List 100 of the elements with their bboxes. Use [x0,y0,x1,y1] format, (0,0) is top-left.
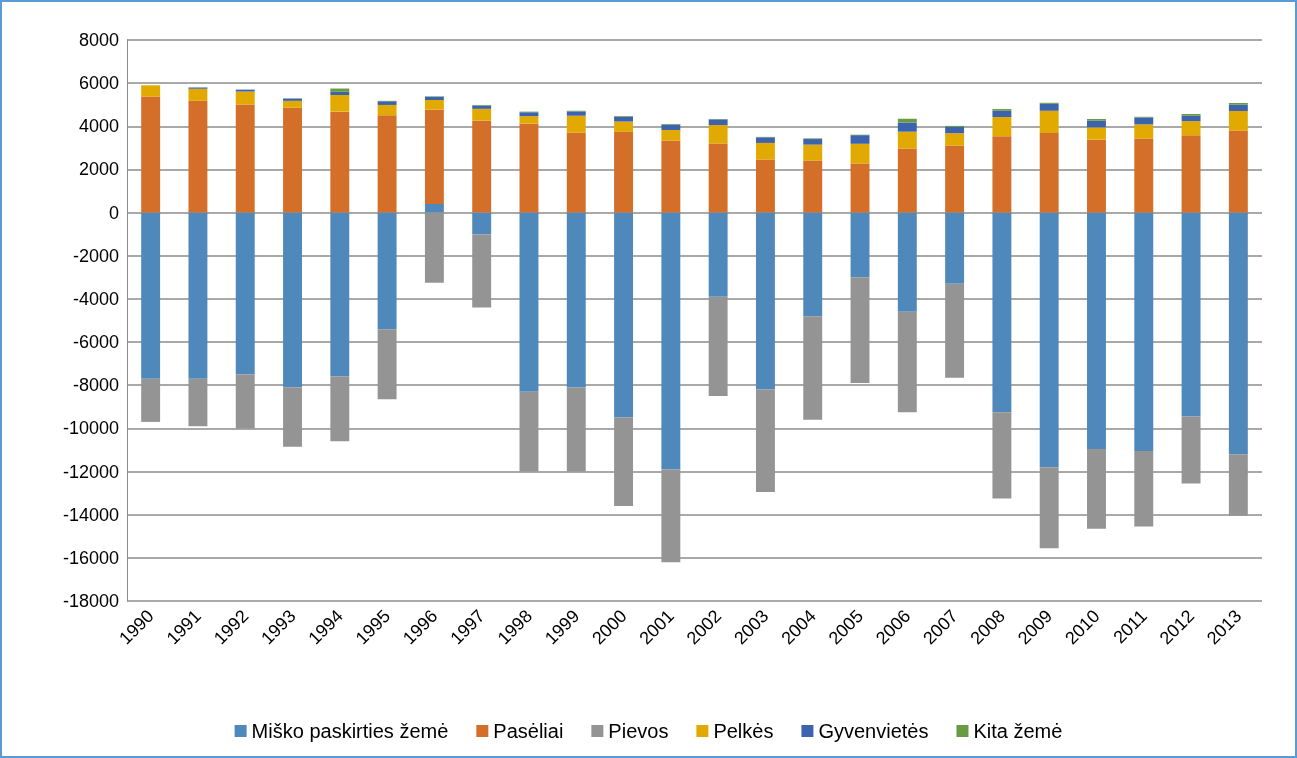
legend-label: Pievos [608,720,669,742]
bar [755,212,775,390]
bar [614,121,634,132]
bar [188,212,208,379]
bar [472,108,492,121]
y-tick-label: -18000 [62,591,119,611]
bar [519,116,539,124]
bar [1039,212,1059,468]
bar [661,129,681,141]
bar [897,148,917,213]
bar [188,88,208,101]
bar [755,137,775,143]
bar [1181,135,1201,213]
bar [235,212,255,375]
bar [283,107,302,213]
bar [424,109,444,204]
bar [330,91,350,96]
y-tick-label: 2000 [78,159,119,180]
bar [188,100,208,213]
y-tick-label: -8000 [72,375,119,396]
bar [472,212,492,235]
bar [330,212,350,377]
bar [945,126,965,134]
legend-label: Miško paskirties žemė [251,720,449,742]
bar [519,112,539,117]
bar [708,212,728,297]
bar [850,135,870,144]
bar [992,117,1012,137]
y-tick-label: 8000 [78,30,119,50]
bar [1087,120,1106,128]
bar [614,116,634,122]
bar [1087,127,1106,140]
legend-label: Pasėliai [493,720,564,742]
bar [803,160,823,213]
y-tick-label: 4000 [78,116,119,137]
y-tick-label: -16000 [62,547,119,568]
legend-label: Pelkės [713,720,774,742]
bar [1134,212,1154,452]
bar [945,133,965,146]
bar [377,212,397,330]
bar [519,212,539,392]
bar [708,125,728,144]
y-tick-label: -4000 [72,288,119,309]
bar [472,120,492,213]
legend-label: Gyvenvietės [818,720,929,742]
bar [897,212,917,312]
bar [708,143,728,213]
y-tick-label: -14000 [62,504,119,525]
bar [945,145,965,213]
bar [330,95,350,112]
bar [1134,138,1154,213]
bar [1181,121,1201,136]
bar [141,212,161,379]
bar [803,139,823,145]
bar [235,104,255,213]
bar [755,159,775,213]
bar [1039,110,1059,133]
bar [330,111,350,213]
bar [424,99,444,110]
bar [1039,103,1059,111]
bar [235,91,255,105]
bar [566,132,586,213]
bar [1134,117,1154,125]
bar [1087,212,1106,449]
bar [614,212,634,418]
bar [897,131,917,149]
bar [1134,124,1154,139]
bar [566,115,586,133]
y-tick-label: -2000 [72,245,119,266]
bar [1228,130,1248,213]
bar [803,212,823,317]
bar [708,119,728,126]
bar [661,212,681,470]
bar [377,115,397,213]
bar [992,136,1012,213]
bar [897,122,917,132]
bar [945,212,965,284]
bar [1181,115,1201,122]
bar [283,100,302,108]
bar [1039,133,1059,213]
bar [377,104,397,116]
bar [661,140,681,213]
bar [992,212,1012,413]
bar [283,98,302,101]
bar [141,96,161,213]
y-tick-label: 6000 [78,73,119,94]
y-tick-label: -12000 [62,461,119,482]
bar [283,212,302,388]
bar [1087,139,1106,213]
bar [897,118,917,123]
bar [566,111,586,116]
bar [1181,212,1201,417]
bar [519,123,539,213]
bar [755,142,775,160]
bar [803,144,823,161]
bar [850,212,870,278]
bar [1228,104,1248,111]
bar [850,143,870,164]
bar [566,212,586,388]
bar [614,131,634,213]
